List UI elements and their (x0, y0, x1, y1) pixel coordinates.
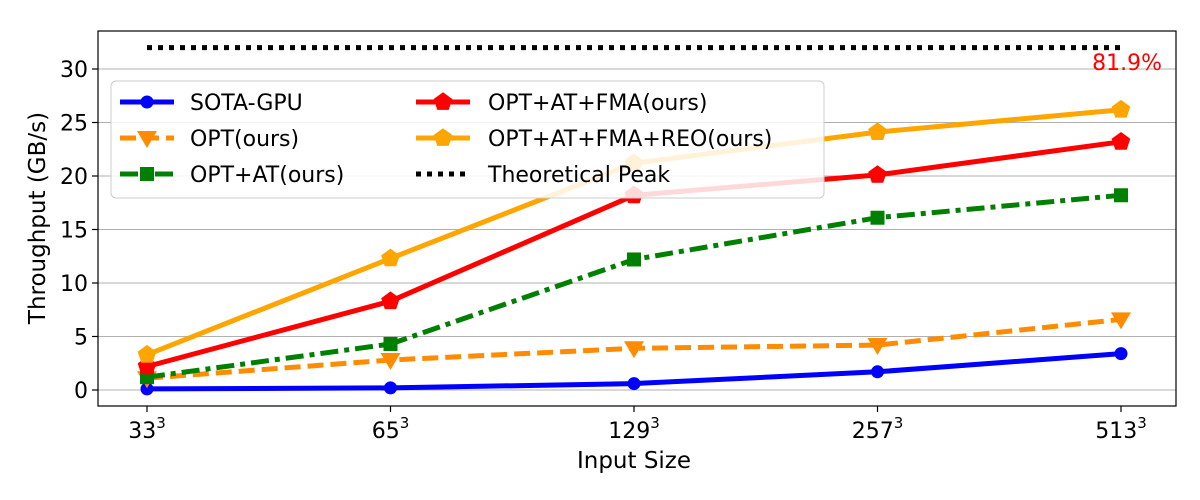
plot-area-frame (97, 30, 1177, 407)
legend-marker (140, 95, 154, 109)
legend-item-opt-at-fma-ours: OPT+AT+FMA(ours) (416, 91, 707, 116)
data-point-opt-at-fma-reo-ours (137, 344, 157, 363)
data-point-sota-gpu (384, 381, 397, 395)
legend-item-opt-at-fma-reo-ours: OPT+AT+FMA+REO(ours) (416, 127, 772, 152)
y-axis-ticks: 0 5 10 15 20 25 30 (60, 58, 98, 404)
x-axis-ticks: 333 653 1293 2573 5133 (128, 406, 1147, 444)
y-tick-label: 5 (74, 326, 88, 351)
legend-label: Theoretical Peak (487, 163, 670, 188)
legend-marker (140, 167, 154, 181)
series-sota-gpu (140, 347, 1128, 396)
data-point-sota-gpu (871, 365, 884, 379)
x-tick-label: 653 (372, 414, 410, 444)
y-tick-label: 15 (60, 219, 88, 244)
data-point-opt-at-fma-ours (868, 165, 887, 183)
data-point-opt-ours (380, 353, 401, 371)
x-tick-label: 1293 (608, 414, 660, 444)
y-tick-label: 25 (60, 112, 88, 137)
legend-marker (137, 131, 157, 148)
y-tick-label: 0 (74, 379, 88, 404)
legend-label: OPT+AT+FMA(ours) (488, 91, 707, 116)
legend-label: OPT+AT+FMA+REO(ours) (488, 127, 772, 152)
data-point-opt-at-fma-reo-ours (868, 122, 887, 140)
data-point-opt-at-ours (627, 252, 641, 267)
y-axis-label: Throughput (GB/s) (25, 112, 51, 325)
data-point-opt-at-ours (383, 336, 398, 351)
data-point-opt-ours (867, 338, 888, 356)
legend-item-theoretical-peak: Theoretical Peak (416, 163, 670, 188)
x-tick-label: 333 (128, 414, 166, 444)
data-point-opt-at-fma-reo-ours (381, 248, 400, 267)
legend-marker (433, 92, 453, 110)
legend-item-opt-ours: OPT(ours) (120, 127, 299, 152)
data-point-opt-at-fma-ours (381, 291, 400, 310)
x-tick-label: 2573 (852, 414, 904, 444)
data-point-opt-ours (1111, 312, 1131, 330)
series-opt-ours (137, 312, 1131, 389)
y-tick-label: 30 (60, 58, 88, 83)
peak-percentage-annotation: 81.9% (1092, 51, 1162, 76)
data-point-sota-gpu (627, 377, 641, 391)
data-point-sota-gpu (1114, 347, 1128, 361)
data-point-opt-ours (624, 341, 644, 359)
legend-label: OPT+AT(ours) (190, 163, 344, 188)
data-point-opt-at-ours (1114, 188, 1128, 203)
legend-label: SOTA-GPU (190, 91, 303, 116)
data-point-opt-at-fma-ours (1111, 132, 1131, 150)
legend-marker (433, 128, 453, 146)
y-tick-label: 10 (60, 272, 88, 297)
data-point-sota-gpu (140, 382, 154, 396)
legend-item-opt-at-ours: OPT+AT(ours) (120, 163, 344, 188)
y-tick-label: 20 (60, 165, 88, 190)
data-point-opt-at-ours (870, 210, 885, 225)
data-point-opt-at-fma-reo-ours (1111, 99, 1131, 118)
legend-label: OPT(ours) (190, 127, 299, 152)
legend-item-sota-gpu: SOTA-GPU (120, 91, 303, 116)
x-tick-label: 5133 (1095, 414, 1147, 444)
x-axis-label: Input Size (577, 448, 691, 474)
legend: SOTA-GPU OPT(ours) OPT+AT(ours) OPT+AT+FMA(… (110, 80, 825, 199)
series-opt-at-ours (140, 188, 1128, 385)
